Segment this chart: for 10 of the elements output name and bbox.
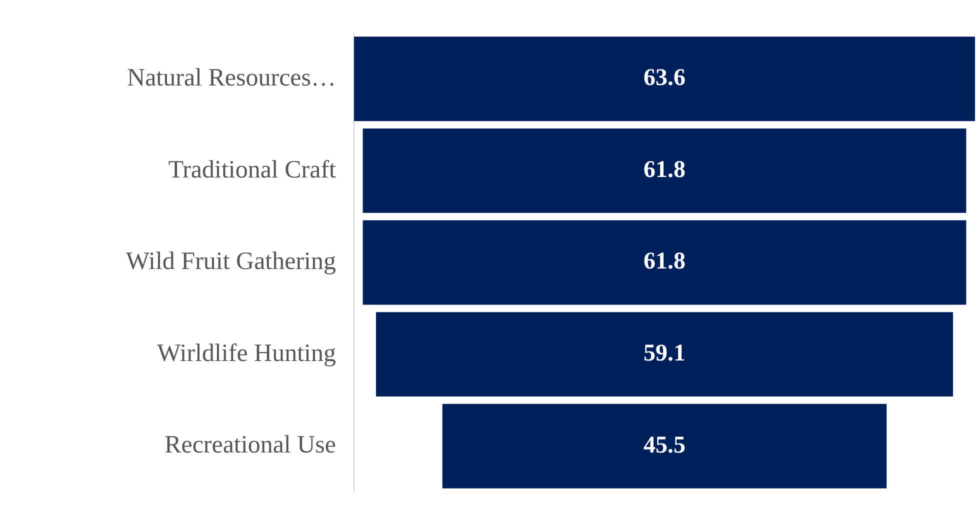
category-label: Wild Fruit Gathering — [126, 248, 336, 276]
data-label: 59.1 — [644, 340, 686, 367]
data-label: 63.6 — [644, 65, 686, 92]
data-label: 45.5 — [644, 432, 686, 458]
data-label: 61.8 — [644, 156, 686, 183]
category-label: Traditional Craft — [168, 156, 336, 184]
category-label: Natural Resources… — [127, 64, 336, 92]
category-label: Recreational Use — [164, 432, 336, 459]
category-label: Wirldlife Hunting — [157, 340, 336, 367]
data-label: 61.8 — [644, 248, 686, 275]
